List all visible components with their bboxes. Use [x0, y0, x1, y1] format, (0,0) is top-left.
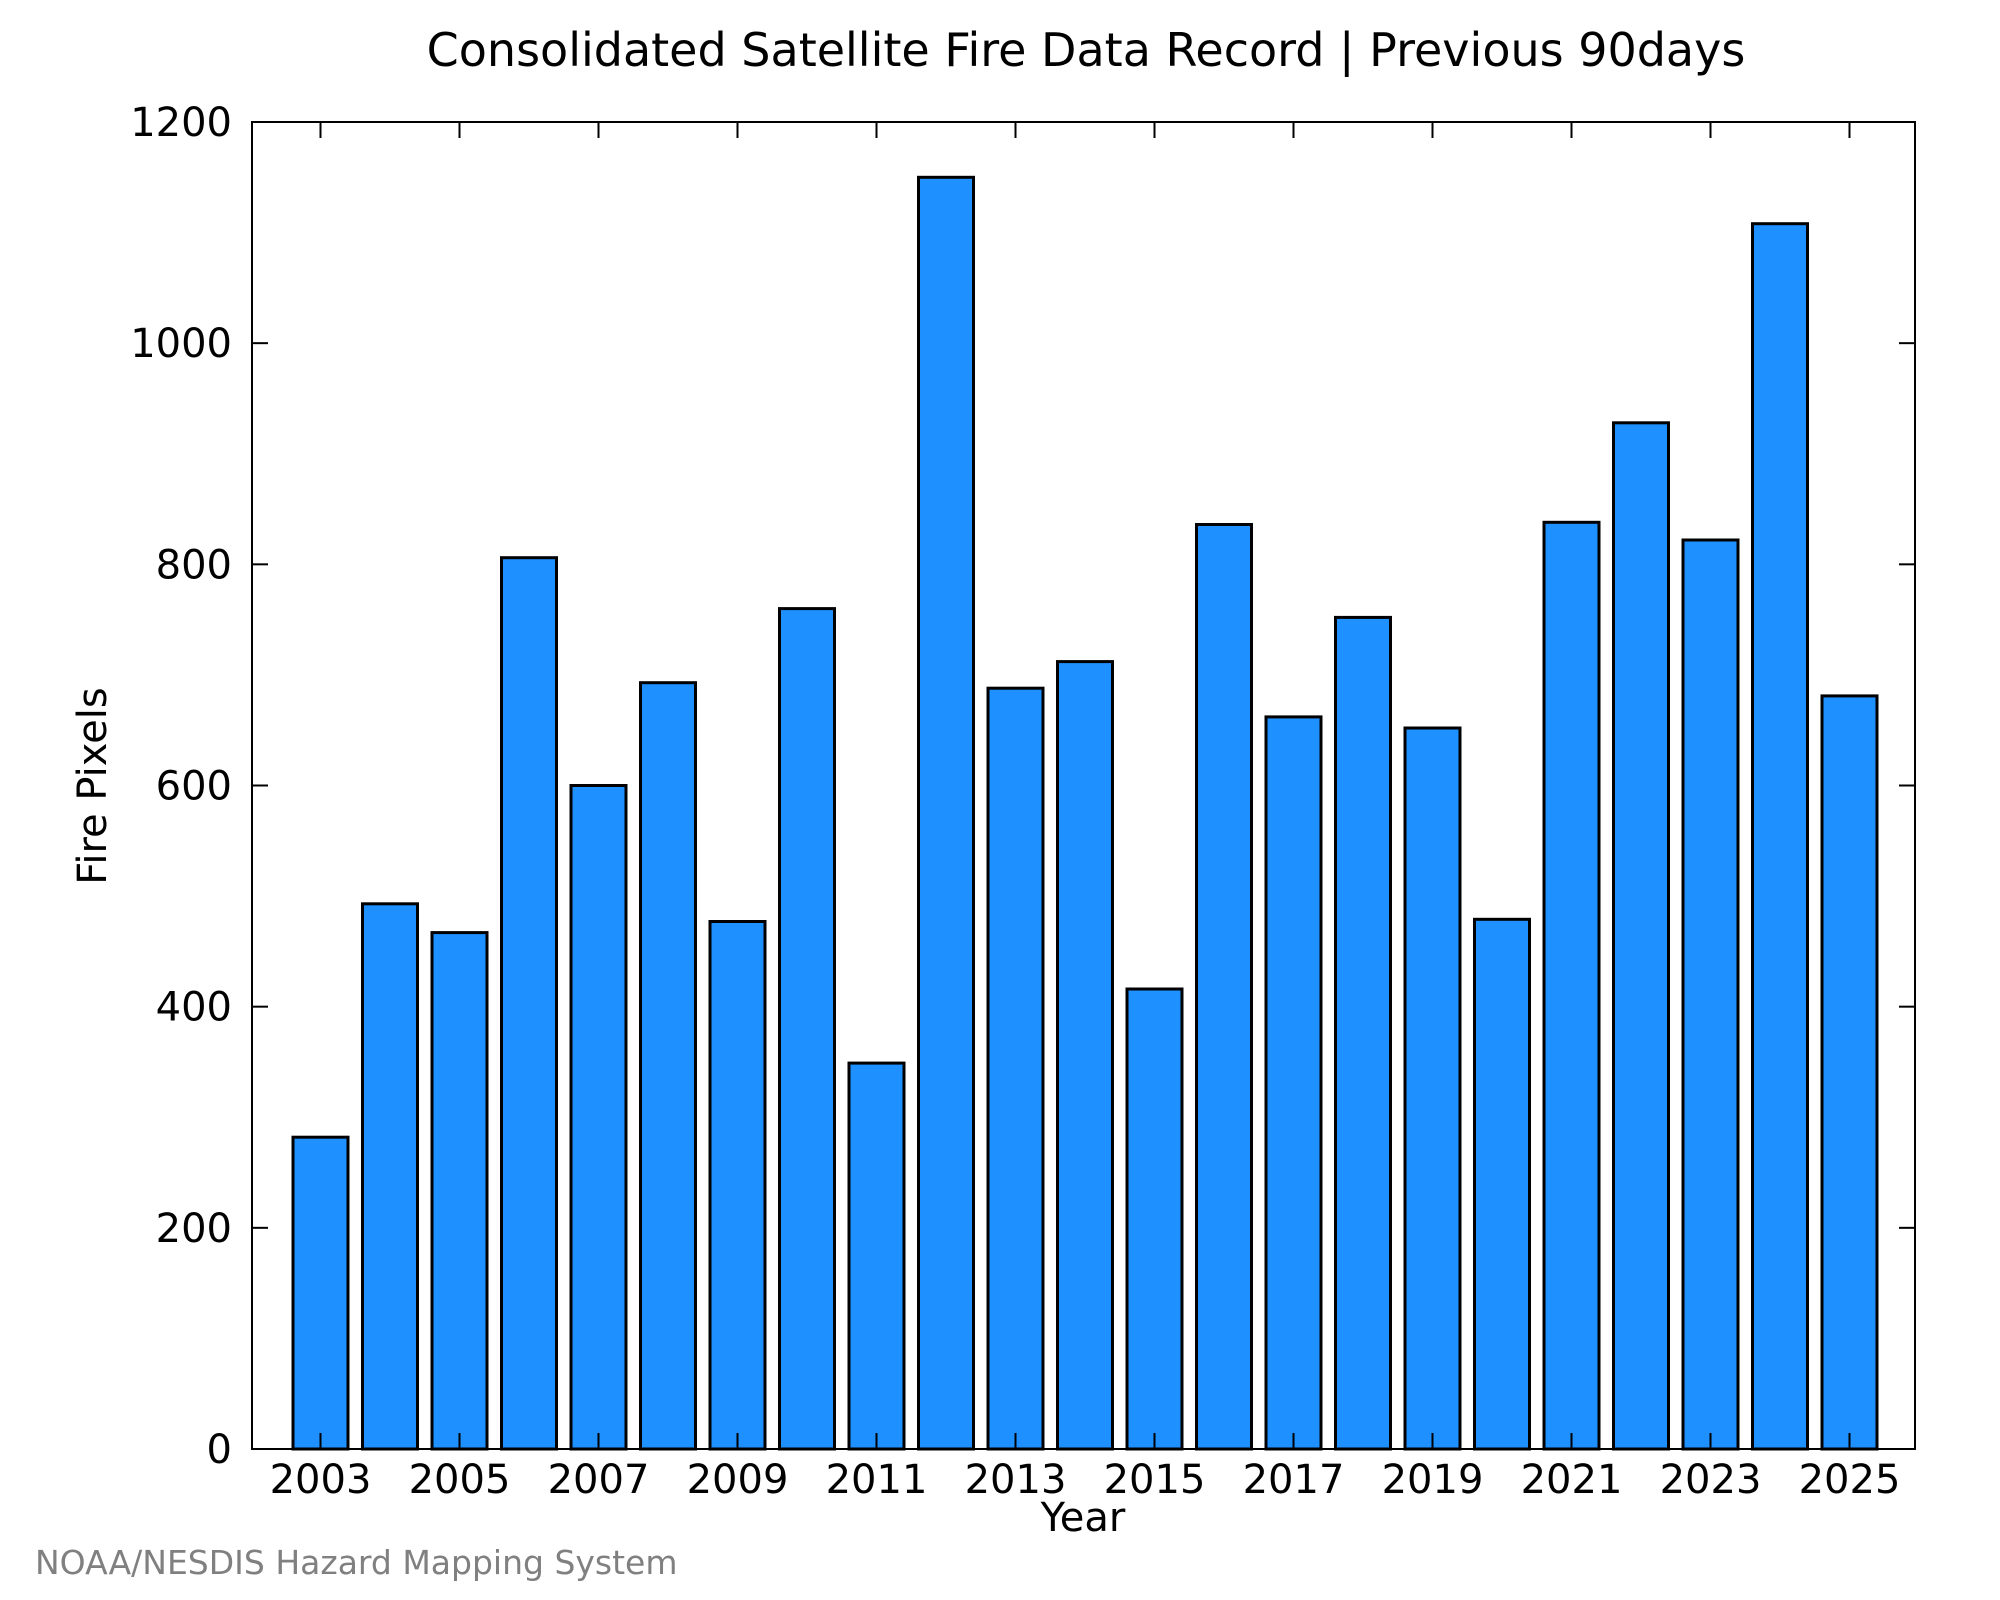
bar-2005: [430, 931, 489, 1451]
bar-2013: [986, 686, 1045, 1451]
bar-2004: [361, 902, 419, 1451]
x-axis-tick-labels: 2003 2005 2007 2009 2011 2013 2015 2017 2019 2021…: [270, 1457, 1901, 1503]
bar-2012: [917, 175, 975, 1451]
source-credit: NOAA/NESDIS Hazard Mapping System: [35, 1543, 678, 1582]
x-tick-label-2009: 2009: [687, 1457, 789, 1503]
y-tick-label-200: 200: [156, 1206, 232, 1252]
chart-title: Consolidated Satellite Fire Data Record …: [427, 23, 1746, 78]
x-tick-label-2023: 2023: [1660, 1457, 1762, 1503]
bar-2010: [778, 607, 836, 1451]
x-tick-label-2015: 2015: [1104, 1457, 1206, 1503]
x-tick-label-2019: 2019: [1382, 1457, 1484, 1503]
bars-layer: [291, 175, 1879, 1451]
plot-area-frame: [251, 121, 1916, 1450]
x-tick-label-2003: 2003: [270, 1457, 372, 1503]
x-tick-label-2013: 2013: [965, 1457, 1067, 1503]
x-tick-label-2025: 2025: [1799, 1457, 1901, 1503]
bar-2003: [291, 1135, 350, 1451]
y-tick-label-1000: 1000: [130, 321, 232, 367]
bar-2017: [1264, 715, 1323, 1451]
bar-2015: [1125, 987, 1184, 1451]
bar-2020: [1473, 917, 1531, 1451]
bar-2019: [1403, 726, 1462, 1451]
bar-2007: [569, 784, 628, 1451]
y-tick-label-400: 400: [156, 985, 232, 1031]
y-tick-label-0: 0: [207, 1427, 232, 1473]
y-tick-label-800: 800: [156, 542, 232, 588]
bar-2022: [1612, 421, 1670, 1451]
bar-2021: [1542, 520, 1601, 1451]
y-axis-tick-labels: 0 200 400 600 800 1000 1200: [130, 100, 232, 1473]
bar-2006: [500, 556, 558, 1451]
x-tick-label-2005: 2005: [409, 1457, 511, 1503]
x-tick-label-2011: 2011: [826, 1457, 928, 1503]
bar-2011: [847, 1061, 906, 1451]
bar-2009: [708, 920, 767, 1451]
y-tick-label-1200: 1200: [130, 100, 232, 146]
bar-2016: [1195, 523, 1253, 1451]
bar-2024: [1751, 222, 1809, 1451]
y-axis-label: Fire Pixels: [70, 687, 116, 884]
bar-2018: [1334, 615, 1392, 1451]
y-tick-label-600: 600: [156, 764, 232, 810]
x-tick-label-2007: 2007: [548, 1457, 650, 1503]
x-tick-label-2017: 2017: [1243, 1457, 1345, 1503]
bar-2025: [1820, 694, 1879, 1451]
x-axis-label: Year: [1040, 1495, 1126, 1541]
bar-2014: [1056, 660, 1114, 1451]
x-tick-label-2021: 2021: [1521, 1457, 1623, 1503]
bar-2008: [639, 681, 697, 1451]
bar-2023: [1681, 538, 1740, 1451]
